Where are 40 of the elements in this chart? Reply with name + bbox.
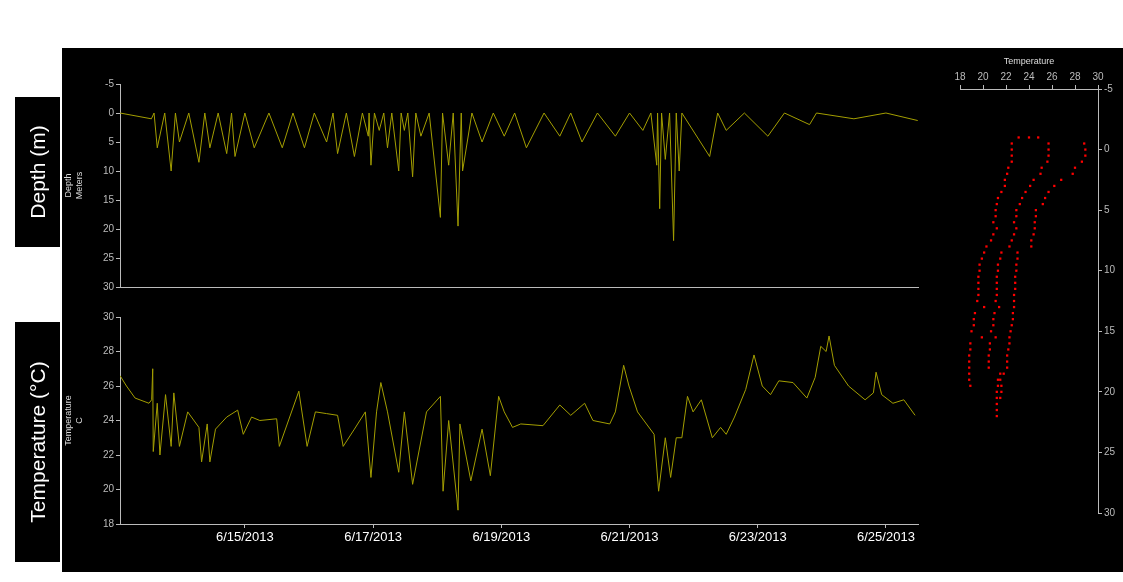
y-tick-label: -5 <box>105 77 115 89</box>
y-tick-label: 26 <box>102 379 115 391</box>
x-tick-label: 18 <box>954 70 966 82</box>
y-tick-label: 15 <box>1104 325 1116 337</box>
text: Temperature (°C) <box>25 361 50 523</box>
y-tick-label: 10 <box>1104 264 1116 276</box>
x-tick-label: 6/17/2013 <box>344 529 403 545</box>
y-tick-label: 5 <box>108 135 115 147</box>
y-axis-title: Temperature C <box>62 395 84 446</box>
y-tick-label: 24 <box>102 414 115 426</box>
y-tick-label: 0 <box>108 106 115 118</box>
x-tick-label: 20 <box>977 70 989 82</box>
y-tick-label: 10 <box>102 164 115 176</box>
text: Depth (m) <box>25 125 50 219</box>
y-tick-label: 25 <box>1104 446 1116 458</box>
x-tick-label: 6/25/2013 <box>857 529 915 545</box>
y-tick-label: 20 <box>1104 385 1116 397</box>
y-tick-label: 18 <box>102 517 115 529</box>
y-tick-label: 30 <box>1104 506 1116 518</box>
x-axis-title: Temperature <box>1003 55 1055 66</box>
x-tick-label: 6/21/2013 <box>600 529 659 545</box>
y-axis-title: Depth Meters <box>62 171 84 200</box>
x-tick-label: 6/19/2013 <box>472 529 531 545</box>
y-tick-label: 28 <box>102 345 115 357</box>
x-tick-label: 6/15/2013 <box>215 529 274 545</box>
x-tick-label: 28 <box>1069 70 1081 82</box>
y-tick-label: 5 <box>1104 203 1110 215</box>
y-tick-label: 30 <box>102 280 115 292</box>
y-tick-label: 0 <box>1104 143 1110 155</box>
x-tick-label: 24 <box>1023 70 1035 82</box>
y-tick-label: 15 <box>102 193 115 205</box>
y-tick-label: -5 <box>1104 82 1114 94</box>
x-tick-label: 22 <box>1000 70 1012 82</box>
y-tick-label: 20 <box>102 483 115 495</box>
y-tick-label: 25 <box>102 251 115 263</box>
y-tick-label: 20 <box>102 222 115 234</box>
y-tick-label: 22 <box>102 448 115 460</box>
y-tick-label: 30 <box>102 310 115 322</box>
x-tick-label: 6/23/2013 <box>728 529 787 545</box>
x-tick-label: 26 <box>1046 70 1058 82</box>
